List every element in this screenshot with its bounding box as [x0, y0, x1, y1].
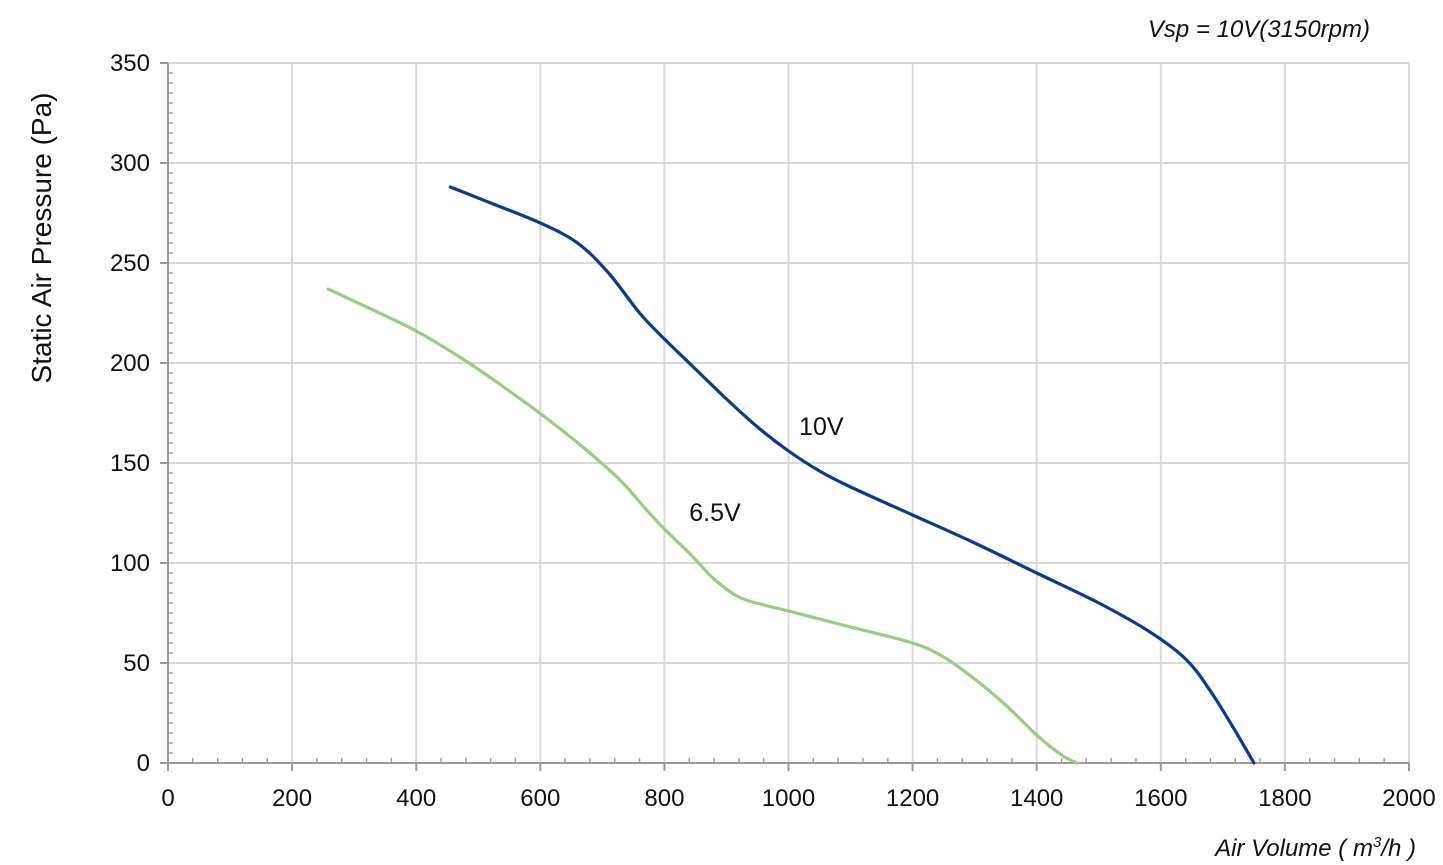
x-axis-title-main: Air Volume ( m	[1213, 835, 1373, 862]
x-tick-labels: 0 200 400 600 800 1000 1200 1400 1600 1800 2000	[161, 785, 1435, 812]
y-tick-label: 0	[137, 750, 150, 777]
y-tick-label: 150	[110, 450, 150, 477]
x-axis-title-tail: /h )	[1379, 835, 1416, 862]
x-tick-label: 1800	[1258, 785, 1311, 812]
series-label-10v: 10V	[799, 413, 844, 441]
x-tick-label: 0	[161, 785, 174, 812]
y-tick-label: 200	[110, 350, 150, 377]
y-axis-title: Static Air Pressure (Pa)	[26, 93, 57, 384]
x-tick-label: 1400	[1010, 785, 1063, 812]
series-line-10v	[448, 185, 1256, 765]
series-lines: 10V 6.5V	[326, 185, 1256, 765]
x-tick-label: 1600	[1134, 785, 1187, 812]
y-tick-label: 50	[123, 650, 150, 677]
axes	[167, 63, 1409, 764]
y-tick-label: 100	[110, 550, 150, 577]
grid-lines	[167, 62, 1410, 764]
axis-ticks	[160, 62, 1410, 771]
y-tick-labels: 0 50 100 150 200 250 300 350	[110, 50, 150, 777]
x-tick-label: 1000	[762, 785, 815, 812]
x-tick-label: 400	[396, 785, 436, 812]
x-tick-label: 2000	[1382, 785, 1435, 812]
chart-annotation: Vsp = 10V(3150rpm)	[1148, 16, 1370, 43]
series-label-6-5v: 6.5V	[689, 499, 741, 527]
y-tick-label: 300	[110, 150, 150, 177]
x-tick-label: 1200	[886, 785, 939, 812]
series-line-6-5v	[326, 287, 1079, 765]
x-tick-label: 800	[644, 785, 684, 812]
x-tick-label: 600	[520, 785, 560, 812]
x-tick-label: 200	[272, 785, 312, 812]
x-axis-title: Air Volume ( m3/h )	[1213, 834, 1416, 862]
x-axis-title-superscript: 3	[1373, 834, 1382, 851]
y-tick-label: 250	[110, 250, 150, 277]
y-tick-label: 350	[110, 50, 150, 77]
